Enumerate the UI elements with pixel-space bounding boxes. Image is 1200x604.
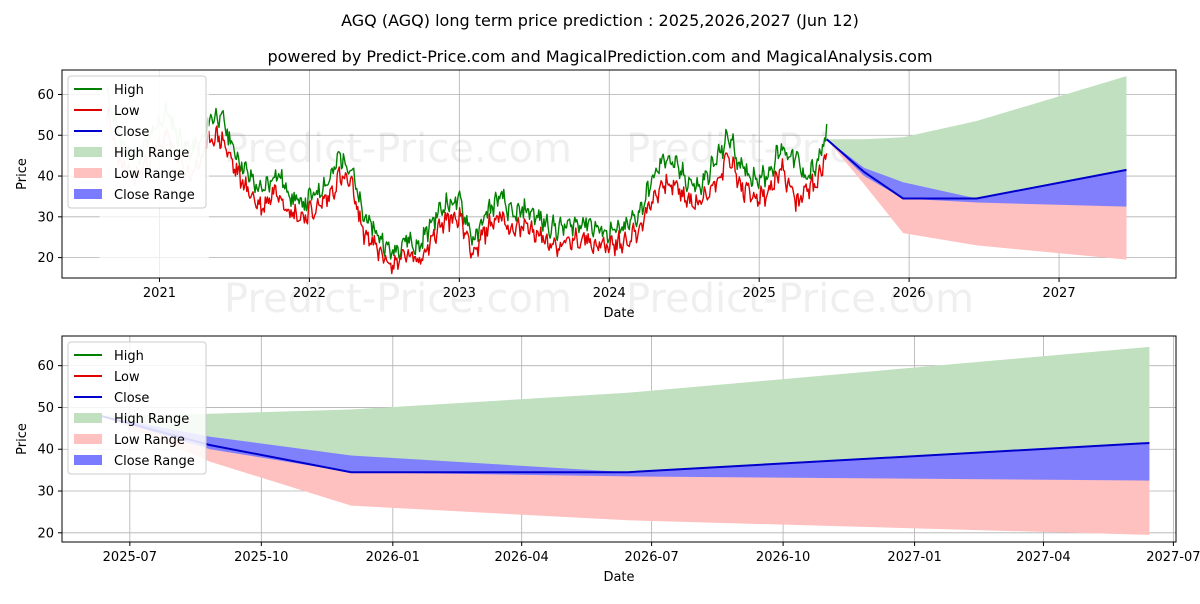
x-tick-label: 2026 — [893, 286, 926, 301]
y-tick-label: 60 — [37, 359, 54, 374]
legend-label: Close — [114, 391, 149, 406]
high-range-area — [826, 76, 1127, 199]
x-tick-label: 2027-04 — [1016, 550, 1070, 565]
y-tick-label: 30 — [37, 485, 54, 500]
legend: High Low Close High Range Low Range Close Ran… — [67, 75, 207, 209]
y-axis-label: Price — [15, 423, 30, 455]
x-tick-label: 2025 — [743, 286, 776, 301]
legend-label: Close Range — [114, 188, 195, 203]
legend-label: Low — [114, 104, 140, 119]
x-axis-label: Date — [603, 570, 634, 585]
y-tick-label: 50 — [37, 401, 54, 416]
legend-label: Low — [114, 370, 140, 385]
legend-label: Low Range — [114, 167, 185, 182]
low-history-line — [106, 106, 828, 275]
x-tick-label: 2022 — [293, 286, 326, 301]
plot-frame — [61, 335, 1177, 543]
legend-box — [67, 75, 207, 209]
chart-subtitle: powered by Predict-Price.com and Magical… — [267, 47, 932, 66]
legend-box — [67, 341, 207, 475]
close-range-area — [826, 139, 1127, 207]
x-tick-label: 2025-07 — [103, 550, 157, 565]
x-tick-label: 2026-01 — [366, 550, 420, 565]
y-tick-label: 50 — [37, 129, 54, 144]
plot-area — [99, 70, 1127, 278]
legend-swatch-high-range — [74, 147, 102, 157]
legend: High Low Close High Range Low Range Close Ran… — [67, 341, 207, 475]
y-tick-label: 40 — [37, 170, 54, 185]
y-tick-label: 20 — [37, 251, 54, 266]
watermark-text: Predict-Price.com — [626, 276, 974, 322]
legend-swatch-high-range — [74, 413, 102, 423]
x-tick-label: 2024 — [593, 286, 626, 301]
x-tick-label: 2027-01 — [887, 550, 941, 565]
chart-title: AGQ (AGQ) long term price prediction : 2… — [341, 11, 859, 30]
legend-swatch-close-range — [74, 455, 102, 465]
x-tick-label: 2026-04 — [495, 550, 549, 565]
legend-label: High — [114, 349, 144, 364]
watermark-text: Predict-Price.com — [224, 126, 572, 172]
top-panel: Predict-Price.com Predict-Price.com Predic… — [15, 69, 1177, 322]
y-tick-label: 60 — [37, 88, 54, 103]
bottom-panel: Predict-Price.comPredict-Price.com2025-0… — [15, 335, 1200, 585]
x-tick-label: 2026-07 — [624, 550, 678, 565]
legend-swatch-close-range — [74, 189, 102, 199]
y-tick-label: 30 — [37, 210, 54, 225]
legend-swatch-low-range — [74, 168, 102, 178]
close-forecast-line — [826, 138, 1127, 200]
high-range-area — [100, 346, 1150, 473]
legend-swatch-low-range — [74, 434, 102, 444]
legend-label: Close Range — [114, 454, 195, 469]
legend-label: High Range — [114, 146, 189, 161]
y-tick-label: 40 — [37, 443, 54, 458]
close-range-area — [100, 415, 1150, 481]
x-tick-label: 2025-10 — [234, 550, 288, 565]
y-axis-label: Price — [15, 158, 30, 190]
plot-area — [100, 346, 1150, 535]
plot-frame — [61, 69, 1177, 279]
x-axis-label: Date — [603, 306, 634, 321]
x-tick-label: 2027-07 — [1146, 550, 1200, 565]
legend-label: High — [114, 83, 144, 98]
x-tick-label: 2021 — [143, 286, 176, 301]
y-tick-label: 20 — [37, 526, 54, 541]
high-history-line — [106, 86, 828, 260]
legend-label: Low Range — [114, 433, 185, 448]
x-tick-label: 2026-10 — [756, 550, 810, 565]
x-tick-label: 2023 — [443, 286, 476, 301]
legend-label: High Range — [114, 412, 189, 427]
x-tick-label: 2027 — [1043, 286, 1076, 301]
legend-label: Close — [114, 125, 149, 140]
watermark-text: Predict-Price.com — [224, 276, 572, 322]
